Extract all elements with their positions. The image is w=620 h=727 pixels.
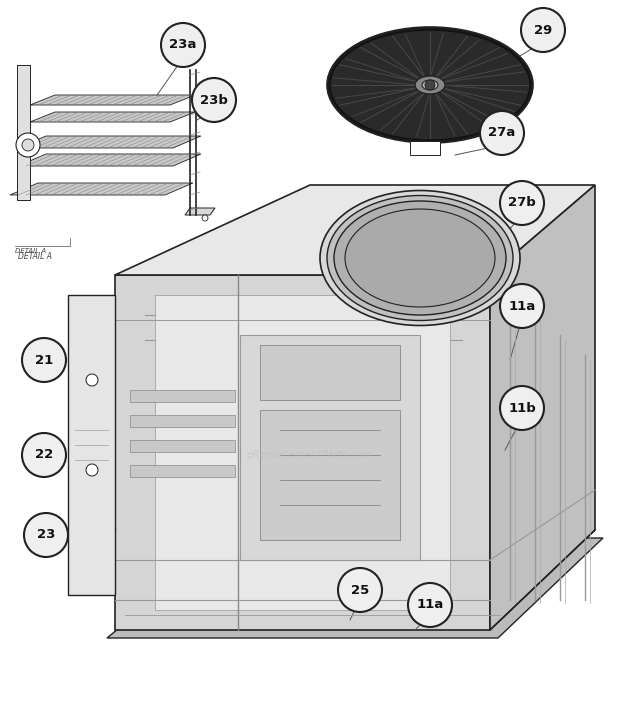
Circle shape (338, 568, 382, 612)
Polygon shape (18, 154, 201, 166)
Polygon shape (115, 185, 595, 275)
Circle shape (161, 23, 205, 67)
Circle shape (500, 386, 544, 430)
Ellipse shape (415, 76, 445, 94)
Circle shape (86, 374, 98, 386)
Text: 11a: 11a (508, 300, 536, 313)
Text: 27a: 27a (489, 126, 516, 140)
Ellipse shape (320, 190, 520, 326)
Polygon shape (10, 183, 193, 195)
Circle shape (500, 284, 544, 328)
Text: 21: 21 (35, 353, 53, 366)
Polygon shape (30, 112, 195, 122)
Polygon shape (130, 440, 235, 452)
Text: 27b: 27b (508, 196, 536, 209)
Ellipse shape (422, 80, 438, 90)
Polygon shape (240, 335, 420, 560)
Circle shape (22, 433, 66, 477)
Polygon shape (30, 95, 195, 105)
Text: eReplacementParts.com: eReplacementParts.com (246, 450, 374, 460)
Circle shape (22, 338, 66, 382)
Polygon shape (410, 141, 440, 155)
Polygon shape (68, 295, 115, 595)
Text: DETAIL A: DETAIL A (18, 252, 52, 261)
Text: 23: 23 (37, 529, 55, 542)
Circle shape (16, 133, 40, 157)
Ellipse shape (327, 27, 533, 143)
Polygon shape (115, 275, 490, 630)
Polygon shape (107, 538, 603, 638)
Circle shape (521, 8, 565, 52)
Polygon shape (260, 410, 400, 540)
Text: 23a: 23a (169, 39, 197, 52)
Ellipse shape (327, 196, 513, 321)
Text: 11a: 11a (417, 598, 444, 611)
Text: DETAIL A: DETAIL A (15, 248, 46, 254)
Ellipse shape (345, 209, 495, 307)
Circle shape (24, 513, 68, 557)
Circle shape (192, 78, 236, 122)
Circle shape (500, 181, 544, 225)
Circle shape (86, 464, 98, 476)
Ellipse shape (334, 201, 506, 315)
Circle shape (425, 80, 435, 90)
Circle shape (22, 139, 34, 151)
Text: 25: 25 (351, 584, 369, 596)
Text: 22: 22 (35, 449, 53, 462)
Circle shape (408, 583, 452, 627)
Ellipse shape (330, 30, 530, 140)
Polygon shape (185, 208, 215, 215)
Polygon shape (17, 65, 30, 200)
Polygon shape (130, 390, 235, 402)
Polygon shape (18, 136, 201, 148)
Polygon shape (490, 185, 595, 630)
Circle shape (480, 111, 524, 155)
Text: 23b: 23b (200, 94, 228, 106)
Polygon shape (130, 415, 235, 427)
Circle shape (202, 215, 208, 221)
Polygon shape (260, 345, 400, 400)
Text: 11b: 11b (508, 401, 536, 414)
Polygon shape (130, 465, 235, 477)
Polygon shape (155, 295, 450, 610)
Text: 29: 29 (534, 23, 552, 36)
